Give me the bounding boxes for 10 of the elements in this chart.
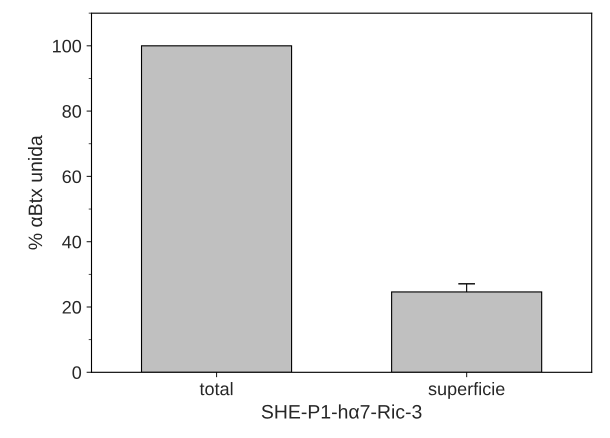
y-tick-label: 40 (62, 236, 82, 248)
x-axis-title: SHE-P1-hα7-Ric-3 (262, 404, 422, 419)
y-tick-label: 60 (62, 170, 82, 184)
y-tick-label: 0 (72, 366, 82, 380)
y-axis-title: % αBtx unida (28, 135, 42, 250)
x-tick-label: superficie (428, 382, 504, 399)
x-tick-label: total (200, 382, 232, 396)
y-tick-label: 100 (53, 40, 82, 53)
y-tick-label: 80 (62, 105, 82, 118)
y-tick-label: 20 (62, 300, 82, 314)
